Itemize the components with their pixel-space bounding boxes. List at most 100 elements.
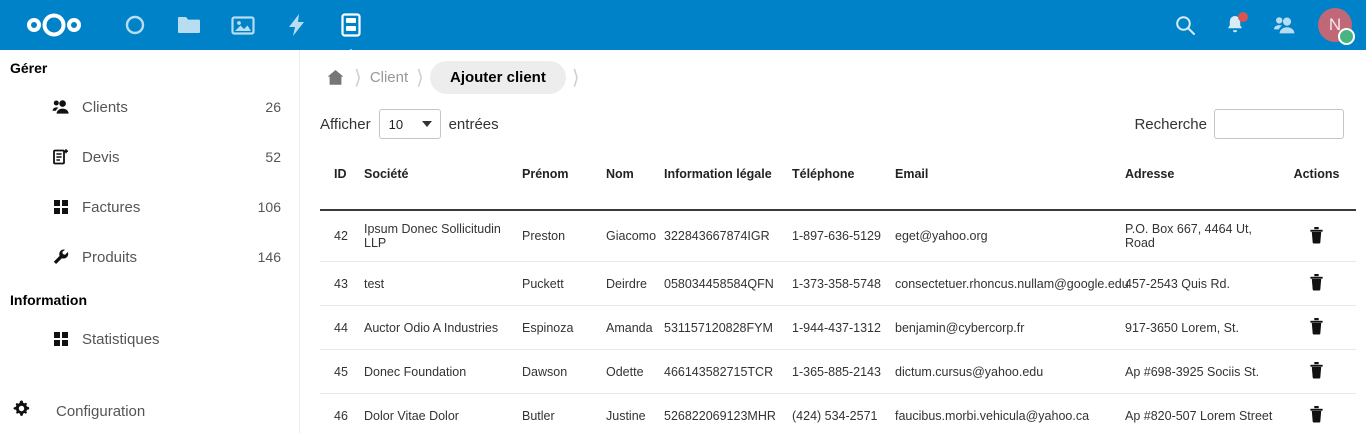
sidebar-item-count: 106 [257, 199, 281, 215]
sidebar-item-count: 146 [257, 249, 281, 265]
cell-information-legale: 466143582715TCR [664, 349, 792, 394]
cell-telephone: 1-897-636-5129 [792, 210, 895, 262]
cell-prenom: Puckett [522, 261, 606, 306]
users-icon [52, 98, 70, 116]
cell-telephone: (424) 534-2571 [792, 393, 895, 433]
table-row[interactable]: 44 Auctor Odio A Industries Espinoza Ama… [320, 305, 1356, 350]
cell-societe: Dolor Vitae Dolor [364, 393, 522, 433]
breadcrumb-separator-icon: ⟩ [416, 66, 424, 89]
page-length-prefix-label: Afficher [320, 115, 371, 133]
clients-table: ID Société Prénom Nom Information légale… [320, 148, 1356, 433]
cell-email: dictum.cursus@yahoo.edu [895, 349, 1125, 394]
sidebar-item-label: Clients [82, 98, 128, 116]
cell-information-legale: 531157120828FYM [664, 305, 792, 350]
sidebar-item-configuration[interactable]: Configuration [0, 389, 300, 433]
contacts-icon[interactable] [1260, 0, 1310, 50]
cell-societe: Ipsum Donec Sollicitudin LLP [364, 210, 522, 262]
cell-id: 42 [320, 210, 364, 262]
trash-icon[interactable] [1309, 226, 1324, 244]
search-label: Recherche [1134, 115, 1207, 133]
breadcrumb-item-client[interactable]: Client [369, 68, 409, 86]
page-length-value: 10 [388, 116, 404, 132]
sidebar-item-clients[interactable]: Clients 26 [0, 82, 299, 132]
nextcloud-logo[interactable] [0, 0, 108, 50]
avatar-initial: N [1328, 15, 1342, 34]
cell-nom: Deirdre [606, 261, 664, 306]
sidebar-item-label: Produits [82, 248, 138, 266]
cell-telephone: 1-944-437-1312 [792, 305, 895, 350]
cell-nom: Justine [606, 393, 664, 433]
sidebar-item-statistiques[interactable]: Statistiques [0, 314, 299, 364]
cell-id: 46 [320, 393, 364, 433]
trash-icon[interactable] [1309, 361, 1324, 379]
cell-information-legale: 526822069123MHR [664, 393, 792, 433]
column-header-email[interactable]: Email [895, 148, 1125, 211]
grid-squares-icon [52, 330, 70, 348]
column-header-adresse[interactable]: Adresse [1125, 148, 1277, 211]
cell-adresse: P.O. Box 667, 4464 Ut, Road [1125, 210, 1277, 262]
cell-actions [1277, 349, 1356, 394]
breadcrumb-item-ajouter-client[interactable]: Ajouter client [429, 60, 566, 94]
cell-societe: Auctor Odio A Industries [364, 305, 522, 350]
sidebar-item-count: 26 [265, 99, 281, 115]
cell-id: 43 [320, 261, 364, 306]
files-app-icon[interactable] [162, 0, 216, 50]
column-header-nom[interactable]: Nom [606, 148, 664, 211]
column-header-societe[interactable]: Société [364, 148, 522, 211]
sidebar-item-label: Factures [82, 198, 141, 216]
dashboard-app-icon[interactable] [108, 0, 162, 50]
invoices-app-icon[interactable] [324, 0, 378, 50]
page-length-suffix-label: entrées [448, 115, 499, 133]
column-header-telephone[interactable]: Téléphone [792, 148, 895, 211]
trash-icon[interactable] [1309, 405, 1324, 423]
column-header-prenom[interactable]: Prénom [522, 148, 606, 211]
sidebar-item-factures[interactable]: Factures 106 [0, 182, 299, 232]
sidebar-item-produits[interactable]: Produits 146 [0, 232, 299, 282]
cell-id: 44 [320, 305, 364, 350]
table-search: Recherche [1134, 109, 1344, 139]
cell-nom: Amanda [606, 305, 664, 350]
photos-app-icon[interactable] [216, 0, 270, 50]
table-header-row: ID Société Prénom Nom Information légale… [320, 148, 1356, 211]
sidebar-item-label: Statistiques [82, 330, 160, 348]
sidebar-item-label: Configuration [56, 402, 146, 420]
cell-adresse: 457-2543 Quis Rd. [1125, 261, 1277, 306]
grid-squares-icon [52, 198, 70, 216]
trash-icon[interactable] [1309, 317, 1324, 335]
home-icon[interactable] [322, 64, 348, 90]
cell-societe: Donec Foundation [364, 349, 522, 394]
column-header-actions: Actions [1277, 148, 1356, 211]
sidebar-item-devis[interactable]: Devis 52 [0, 132, 299, 182]
cell-telephone: 1-373-358-5748 [792, 261, 895, 306]
notifications-bell-icon[interactable] [1210, 0, 1260, 50]
trash-icon[interactable] [1309, 273, 1324, 291]
chevron-down-icon [421, 121, 432, 127]
page-length-select[interactable]: 10 [378, 109, 441, 139]
cell-actions [1277, 261, 1356, 306]
user-avatar[interactable]: N [1318, 8, 1355, 45]
table-row[interactable]: 43 test Puckett Deirdre 058034458584QFN … [320, 261, 1356, 306]
cell-prenom: Espinoza [522, 305, 606, 350]
cell-nom: Odette [606, 349, 664, 394]
cell-adresse: Ap #820-507 Lorem Street [1125, 393, 1277, 433]
gear-icon [12, 399, 31, 423]
table-row[interactable]: 42 Ipsum Donec Sollicitudin LLP Preston … [320, 210, 1356, 262]
cell-adresse: Ap #698-3925 Sociis St. [1125, 349, 1277, 394]
cell-nom: Giacomo [606, 210, 664, 262]
column-header-id[interactable]: ID [320, 148, 364, 211]
main-content: ⟩ Client ⟩ Ajouter client ⟩ Afficher 10 … [300, 50, 1366, 433]
table-head: ID Société Prénom Nom Information légale… [320, 148, 1356, 211]
cell-email: faucibus.morbi.vehicula@yahoo.ca [895, 393, 1125, 433]
breadcrumb-separator-icon: ⟩ [571, 66, 580, 89]
table-row[interactable]: 45 Donec Foundation Dawson Odette 466143… [320, 349, 1356, 394]
notification-badge-dot [1238, 12, 1248, 22]
search-icon[interactable] [1160, 0, 1210, 50]
cell-adresse: 917-3650 Lorem, St. [1125, 305, 1277, 350]
top-bar-right-controls: N [1160, 0, 1366, 50]
table-row[interactable]: 46 Dolor Vitae Dolor Butler Justine 5268… [320, 393, 1356, 433]
search-input[interactable] [1214, 109, 1344, 139]
column-header-information-legale[interactable]: Information légale [664, 148, 792, 211]
quote-document-icon [52, 148, 70, 166]
avatar-status-dot [1338, 28, 1355, 45]
activity-app-icon[interactable] [270, 0, 324, 50]
